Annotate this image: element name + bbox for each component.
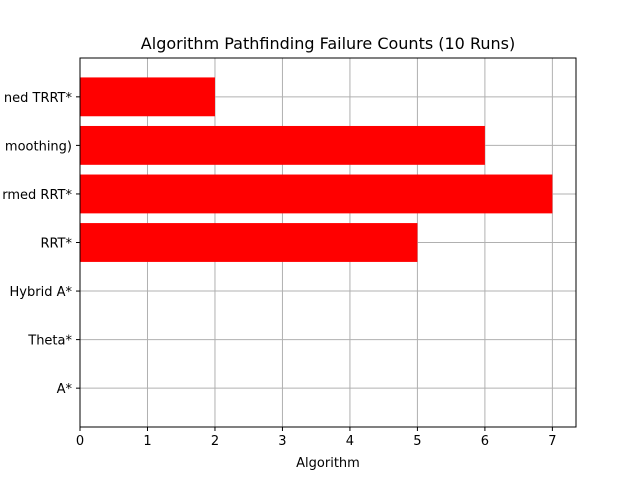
x-tick-label: 7 — [548, 434, 556, 449]
x-tick-label: 6 — [481, 434, 489, 449]
bars — [80, 77, 553, 262]
x-tick-label: 5 — [413, 434, 421, 449]
bar-informed-trrt — [80, 77, 215, 117]
x-tick-label: 4 — [346, 434, 354, 449]
x-tick-label: 1 — [143, 434, 151, 449]
y-tick-label: ned TRRT* — [4, 91, 73, 106]
x-tick-label: 3 — [278, 434, 286, 449]
y-tick-label: Theta* — [27, 334, 72, 349]
y-tick-label: Hybrid A* — [10, 285, 73, 300]
labels: 0 1 2 3 4 5 6 7 A* Theta* Hybrid A* RRT* rmed RRT* mo… — [2, 91, 556, 449]
y-tick-label: moothing) — [5, 139, 72, 154]
bar-informed-rrt — [80, 174, 553, 214]
y-tick-label: rmed RRT* — [2, 188, 72, 203]
y-tick-label: A* — [57, 382, 73, 397]
axes — [76, 57, 577, 431]
x-tick-label: 0 — [76, 434, 84, 449]
chart-title: Algorithm Pathfinding Failure Counts (10… — [141, 34, 515, 53]
bar-rrt-with-smoothing — [80, 125, 485, 165]
x-axis-label: Algorithm — [296, 456, 360, 471]
y-tick-label: RRT* — [40, 237, 72, 252]
bar-rrt — [80, 223, 418, 262]
x-tick-label: 2 — [211, 434, 219, 449]
